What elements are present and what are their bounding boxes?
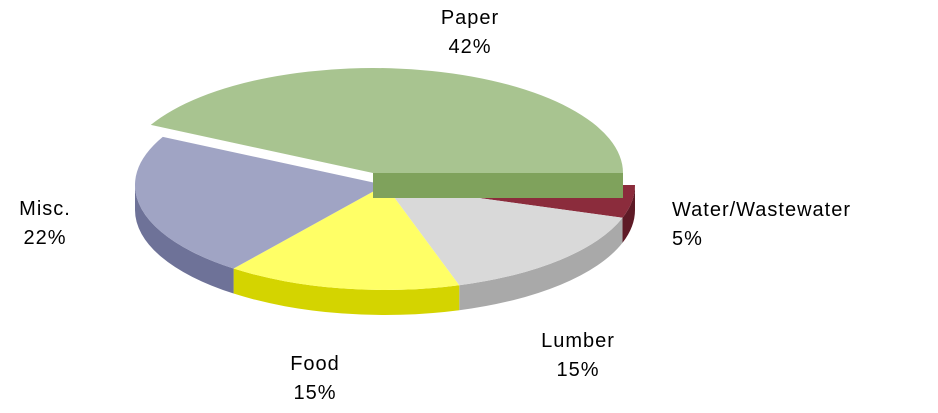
slice-side (622, 185, 635, 243)
slice-value-label: 42% (448, 36, 491, 58)
slice (134, 136, 385, 269)
slice-label: Paper (441, 7, 499, 29)
slice (385, 185, 623, 286)
slice-side (135, 185, 234, 294)
slice-side (373, 173, 623, 198)
slice-value-label: 15% (556, 359, 599, 381)
slice-side (459, 217, 623, 311)
slice-label: Lumber (541, 330, 615, 352)
slice-side (233, 268, 460, 315)
slice-value-label: 5% (672, 228, 703, 250)
slice-label: Water/Wastewater (672, 199, 851, 221)
slice-value-label: 15% (293, 382, 336, 404)
slice-label: Misc. (19, 198, 71, 220)
slice-value-label: 22% (23, 227, 66, 249)
slice (233, 185, 460, 290)
slice (150, 67, 623, 173)
slice-label: Food (290, 353, 340, 375)
